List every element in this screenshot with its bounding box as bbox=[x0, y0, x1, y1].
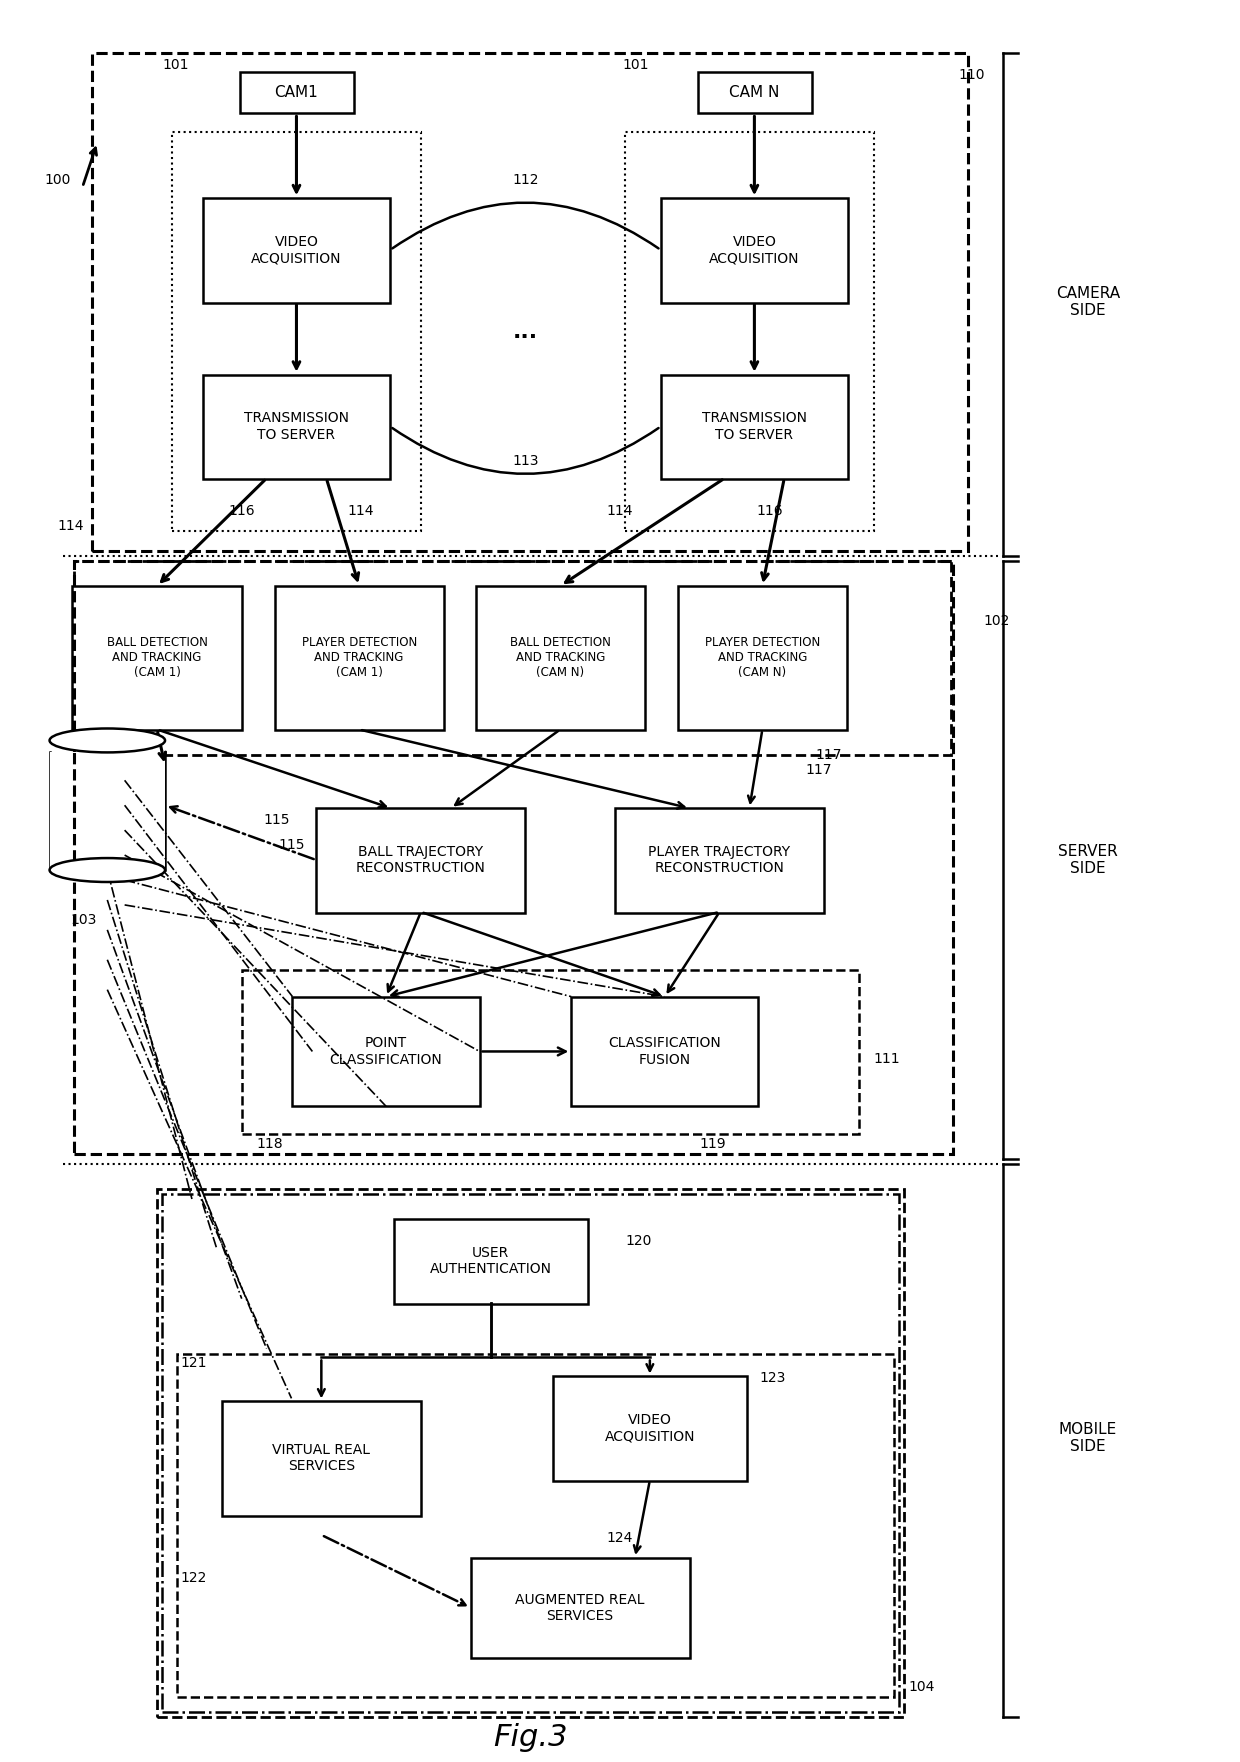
Text: 100: 100 bbox=[45, 173, 71, 187]
Text: 122: 122 bbox=[180, 1570, 206, 1584]
Bar bbox=[572, 997, 759, 1107]
Text: 118: 118 bbox=[257, 1136, 283, 1151]
Text: 104: 104 bbox=[909, 1681, 935, 1695]
Bar bbox=[203, 375, 391, 479]
Text: 110: 110 bbox=[959, 67, 985, 81]
Text: TRANSMISSION
TO SERVER: TRANSMISSION TO SERVER bbox=[244, 411, 348, 442]
Text: USER
AUTHENTICATION: USER AUTHENTICATION bbox=[429, 1246, 552, 1276]
Text: 101: 101 bbox=[162, 58, 188, 72]
Text: PLAYER DETECTION
AND TRACKING
(CAM N): PLAYER DETECTION AND TRACKING (CAM N) bbox=[704, 636, 820, 678]
Bar bbox=[157, 1189, 904, 1718]
Bar bbox=[293, 997, 480, 1107]
Text: PLAYER DETECTION
AND TRACKING
(CAM 1): PLAYER DETECTION AND TRACKING (CAM 1) bbox=[301, 636, 417, 678]
Bar bbox=[162, 1195, 899, 1713]
Text: VIDEO
ACQUISITION: VIDEO ACQUISITION bbox=[709, 234, 800, 264]
Text: 111: 111 bbox=[874, 1052, 900, 1066]
Bar bbox=[92, 53, 968, 552]
Text: MOBILE
SIDE: MOBILE SIDE bbox=[1059, 1422, 1117, 1454]
Bar bbox=[471, 1558, 689, 1658]
Bar bbox=[50, 752, 165, 870]
Bar bbox=[239, 72, 355, 113]
Bar bbox=[177, 1353, 894, 1697]
Bar bbox=[172, 132, 420, 530]
Bar bbox=[553, 1376, 748, 1482]
Ellipse shape bbox=[50, 728, 165, 752]
Text: POINT
CLASSIFICATION: POINT CLASSIFICATION bbox=[330, 1036, 443, 1066]
Text: 103: 103 bbox=[71, 913, 97, 927]
Text: VIDEO
ACQUISITION: VIDEO ACQUISITION bbox=[252, 234, 342, 264]
Text: 115: 115 bbox=[263, 814, 290, 826]
Text: 117: 117 bbox=[806, 763, 832, 777]
Text: VIRTUAL REAL
SERVICES: VIRTUAL REAL SERVICES bbox=[273, 1443, 371, 1473]
Bar bbox=[678, 587, 847, 731]
Text: 124: 124 bbox=[606, 1531, 634, 1545]
Bar bbox=[615, 809, 825, 913]
Text: CAMERA
SIDE: CAMERA SIDE bbox=[1055, 285, 1120, 317]
Text: 119: 119 bbox=[699, 1136, 727, 1151]
Text: CAM N: CAM N bbox=[729, 85, 780, 100]
Text: 116: 116 bbox=[756, 504, 782, 518]
Text: PLAYER TRAJECTORY
RECONSTRUCTION: PLAYER TRAJECTORY RECONSTRUCTION bbox=[649, 846, 791, 876]
Bar bbox=[274, 587, 444, 731]
Text: 112: 112 bbox=[512, 173, 538, 187]
Bar bbox=[72, 587, 242, 731]
Text: 113: 113 bbox=[512, 455, 538, 469]
Text: TRANSMISSION
TO SERVER: TRANSMISSION TO SERVER bbox=[702, 411, 807, 442]
Text: 114: 114 bbox=[57, 520, 84, 534]
Text: VIDEO
ACQUISITION: VIDEO ACQUISITION bbox=[605, 1413, 696, 1443]
Text: ...: ... bbox=[513, 322, 538, 342]
Text: SERVER
SIDE: SERVER SIDE bbox=[1058, 844, 1117, 876]
Text: 115: 115 bbox=[278, 839, 305, 853]
Text: Fig.3: Fig.3 bbox=[494, 1723, 568, 1751]
Bar bbox=[74, 560, 951, 756]
Bar bbox=[661, 197, 848, 303]
Text: 123: 123 bbox=[759, 1371, 786, 1385]
Text: 102: 102 bbox=[983, 613, 1009, 627]
Bar bbox=[394, 1219, 588, 1304]
Bar bbox=[222, 1401, 420, 1515]
Ellipse shape bbox=[50, 858, 165, 883]
Bar bbox=[476, 587, 645, 731]
Bar bbox=[242, 969, 859, 1135]
Text: 114: 114 bbox=[348, 504, 374, 518]
Bar bbox=[203, 197, 391, 303]
Bar bbox=[316, 809, 526, 913]
Bar bbox=[698, 72, 812, 113]
Text: BALL TRAJECTORY
RECONSTRUCTION: BALL TRAJECTORY RECONSTRUCTION bbox=[356, 846, 486, 876]
Text: CAM1: CAM1 bbox=[274, 85, 319, 100]
Text: 116: 116 bbox=[228, 504, 255, 518]
Bar bbox=[661, 375, 848, 479]
Text: 101: 101 bbox=[622, 58, 649, 72]
Bar bbox=[625, 132, 874, 530]
Bar bbox=[74, 560, 952, 1154]
Text: 121: 121 bbox=[180, 1357, 207, 1371]
Text: 114: 114 bbox=[606, 504, 634, 518]
Text: CLASSIFICATION
FUSION: CLASSIFICATION FUSION bbox=[609, 1036, 722, 1066]
Text: 120: 120 bbox=[625, 1233, 651, 1247]
Text: AUGMENTED REAL
SERVICES: AUGMENTED REAL SERVICES bbox=[516, 1593, 645, 1623]
Text: BALL DETECTION
AND TRACKING
(CAM 1): BALL DETECTION AND TRACKING (CAM 1) bbox=[107, 636, 207, 678]
Text: BALL DETECTION
AND TRACKING
(CAM N): BALL DETECTION AND TRACKING (CAM N) bbox=[510, 636, 611, 678]
Text: 117: 117 bbox=[816, 749, 842, 763]
